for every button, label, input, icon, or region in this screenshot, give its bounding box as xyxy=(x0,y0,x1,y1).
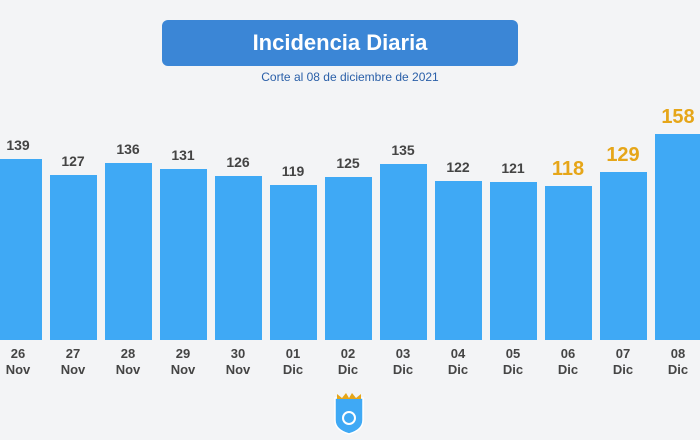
x-tick-label: 29 Nov xyxy=(170,346,196,377)
value-label: 136 xyxy=(116,140,140,157)
value-label: 121 xyxy=(501,160,525,177)
bar xyxy=(159,169,207,340)
value-label: 118 xyxy=(551,158,585,181)
x-tick-label: 28 Nov xyxy=(115,346,141,377)
bar xyxy=(654,134,700,340)
bar xyxy=(434,181,482,340)
x-tick-label: 04 Dic xyxy=(447,346,469,377)
value-label: 125 xyxy=(336,155,360,172)
value-label: 119 xyxy=(281,162,305,179)
x-tick-label: 06 Dic xyxy=(557,346,579,377)
value-label: 135 xyxy=(391,142,415,159)
bar xyxy=(379,164,427,340)
bar xyxy=(324,177,372,340)
x-tick-label: 26 Nov xyxy=(5,346,31,377)
x-tick-label: 03 Dic xyxy=(392,346,414,377)
chart-subtitle: Corte al 08 de diciembre de 2021 xyxy=(261,70,439,84)
x-tick-label: 02 Dic xyxy=(337,346,359,377)
value-label: 122 xyxy=(446,159,470,176)
value-label: 158 xyxy=(661,106,695,129)
x-tick-label: 07 Dic xyxy=(612,346,634,377)
x-tick-label: 05 Dic xyxy=(502,346,524,377)
x-tick-label: 30 Nov xyxy=(225,346,251,377)
bar xyxy=(104,162,152,340)
bar xyxy=(544,186,592,340)
bar xyxy=(599,171,647,340)
bar xyxy=(0,158,42,340)
chart-title: Incidencia Diaria xyxy=(162,20,518,66)
x-tick-label: 27 Nov xyxy=(60,346,86,377)
bar xyxy=(269,184,317,340)
x-tick-label: 01 Dic xyxy=(282,346,304,377)
value-label: 139 xyxy=(6,136,30,153)
bar xyxy=(214,175,262,340)
value-label: 129 xyxy=(606,143,640,166)
x-tick-label: 08 Dic xyxy=(667,346,689,377)
value-label: 126 xyxy=(226,153,250,170)
bar xyxy=(489,182,537,340)
value-label: 127 xyxy=(61,152,85,169)
value-label: 131 xyxy=(171,147,195,164)
logo xyxy=(334,393,364,435)
bar xyxy=(49,174,97,340)
